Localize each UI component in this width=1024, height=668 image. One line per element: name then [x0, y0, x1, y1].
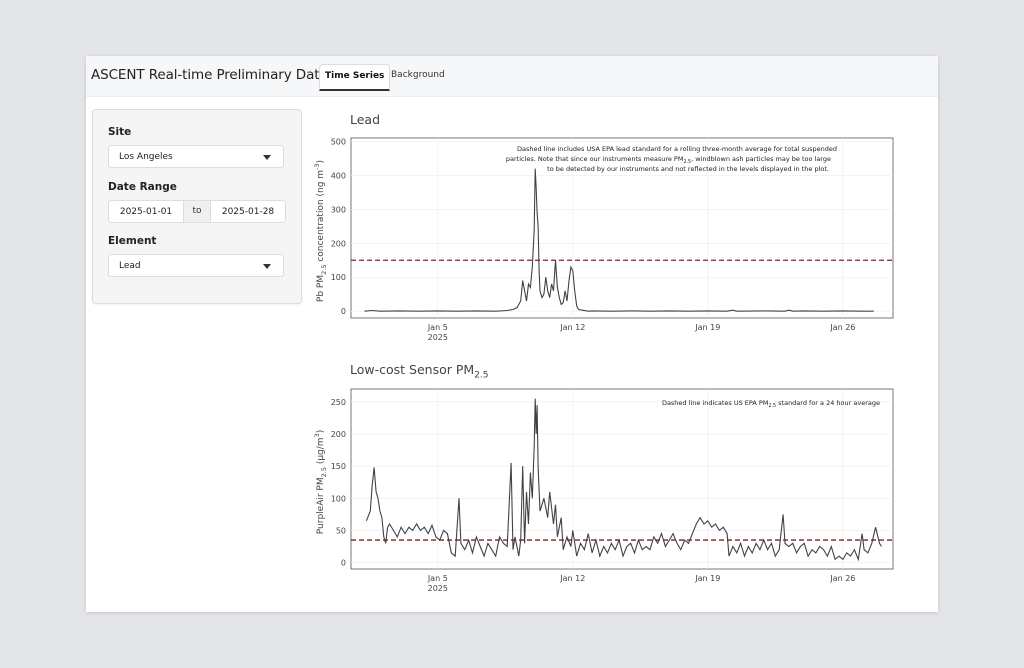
pm-y-tick-label: 0 — [341, 559, 346, 568]
lead-y-tick-label: 400 — [331, 171, 346, 180]
pm-y-tick-label: 250 — [331, 398, 346, 407]
lead-x-tick-label: Jan 19 — [694, 323, 720, 332]
sidebar-panel: Site Los Angeles Date Range 2025-01-01 t… — [92, 109, 302, 304]
pm-annotation: Dashed line indicates US EPA PM2.5 stand… — [662, 399, 880, 409]
pm-y-axis-label: PurpleAir PM2.5 (µg/m3) — [313, 430, 328, 534]
date-end-input[interactable]: 2025-01-28 — [210, 200, 286, 223]
lead-annotation: Dashed line includes USA EPA lead standa… — [506, 145, 837, 173]
pm-y-tick-label: 150 — [331, 462, 346, 471]
date-start-input[interactable]: 2025-01-01 — [108, 200, 184, 223]
svg-text:to be detected by our instrume: to be detected by our instruments and no… — [547, 165, 829, 173]
svg-text:particles. Note that since our: particles. Note that since our instrumen… — [506, 155, 831, 165]
lead-y-tick-label: 500 — [331, 137, 346, 146]
pm-x-tick-label: Jan 12 — [559, 574, 585, 583]
pm25-chart: 0 50 100 150 200 250 Jan 5 Jan 12 Jan 19 Jan 26 20… — [313, 388, 894, 593]
pm-plot-title: Low-cost Sensor PM2.5 — [350, 362, 489, 381]
element-value: Lead — [119, 261, 141, 271]
pm-y-tick-label: 50 — [336, 526, 346, 535]
navbar: ASCENT Real-time Preliminary Data Time S… — [86, 56, 938, 97]
element-select[interactable]: Lead — [108, 254, 284, 277]
pm-x-tick-label: Jan 5 — [427, 574, 448, 583]
pm-plot-area: 0 50 100 150 200 250 Jan 5 Jan 12 Jan 19 Jan 26 20… — [331, 388, 894, 593]
chevron-down-icon — [263, 264, 271, 269]
svg-text:Dashed line includes USA EPA l: Dashed line includes USA EPA lead standa… — [517, 145, 837, 153]
lead-plot-area: 0 100 200 300 400 500 Jan 5 Jan 12 Jan 19 Jan 26 2… — [331, 137, 894, 342]
date-range-separator: to — [184, 200, 210, 223]
lead-y-tick-label: 300 — [331, 205, 346, 214]
pm-panel-border — [350, 388, 894, 570]
tab-time-series[interactable]: Time Series — [319, 64, 391, 91]
lead-y-tick-label: 0 — [341, 307, 346, 316]
lead-y-tick-label: 100 — [331, 273, 346, 282]
pm-x-tick-label: Jan 26 — [829, 574, 855, 583]
lead-y-tick-label: 200 — [331, 239, 346, 248]
pm-y-tick-label: 100 — [331, 494, 346, 503]
pm-y-tick-label: 200 — [331, 430, 346, 439]
lead-x-year-label: 2025 — [428, 333, 448, 342]
app-title: ASCENT Real-time Preliminary Data — [91, 67, 328, 83]
date-range-input: 2025-01-01 to 2025-01-28 — [108, 200, 286, 223]
date-range-label: Date Range — [108, 181, 177, 193]
pm-x-year-label: 2025 — [428, 584, 448, 593]
lead-chart: 0 100 200 300 400 500 Jan 5 Jan 12 Jan 19 Jan 26 2… — [313, 137, 894, 342]
pm-x-tick-label: Jan 19 — [694, 574, 720, 583]
lead-panel-border — [350, 137, 894, 319]
lead-y-axis-label: Pb PM2.5 concentration (ng m-3) — [313, 160, 328, 302]
lead-x-tick-label: Jan 26 — [829, 323, 855, 332]
pm-series-line — [365, 398, 882, 562]
site-select[interactable]: Los Angeles — [108, 145, 284, 168]
lead-plot-title: Lead — [350, 112, 381, 127]
element-label: Element — [108, 235, 157, 247]
lead-x-tick-label: Jan 5 — [427, 323, 448, 332]
site-label: Site — [108, 126, 132, 138]
app-window: ASCENT Real-time Preliminary Data Time S… — [86, 56, 938, 612]
site-value: Los Angeles — [119, 152, 173, 162]
tab-background[interactable]: Background — [391, 70, 445, 80]
chevron-down-icon — [263, 155, 271, 160]
lead-x-tick-label: Jan 12 — [559, 323, 585, 332]
